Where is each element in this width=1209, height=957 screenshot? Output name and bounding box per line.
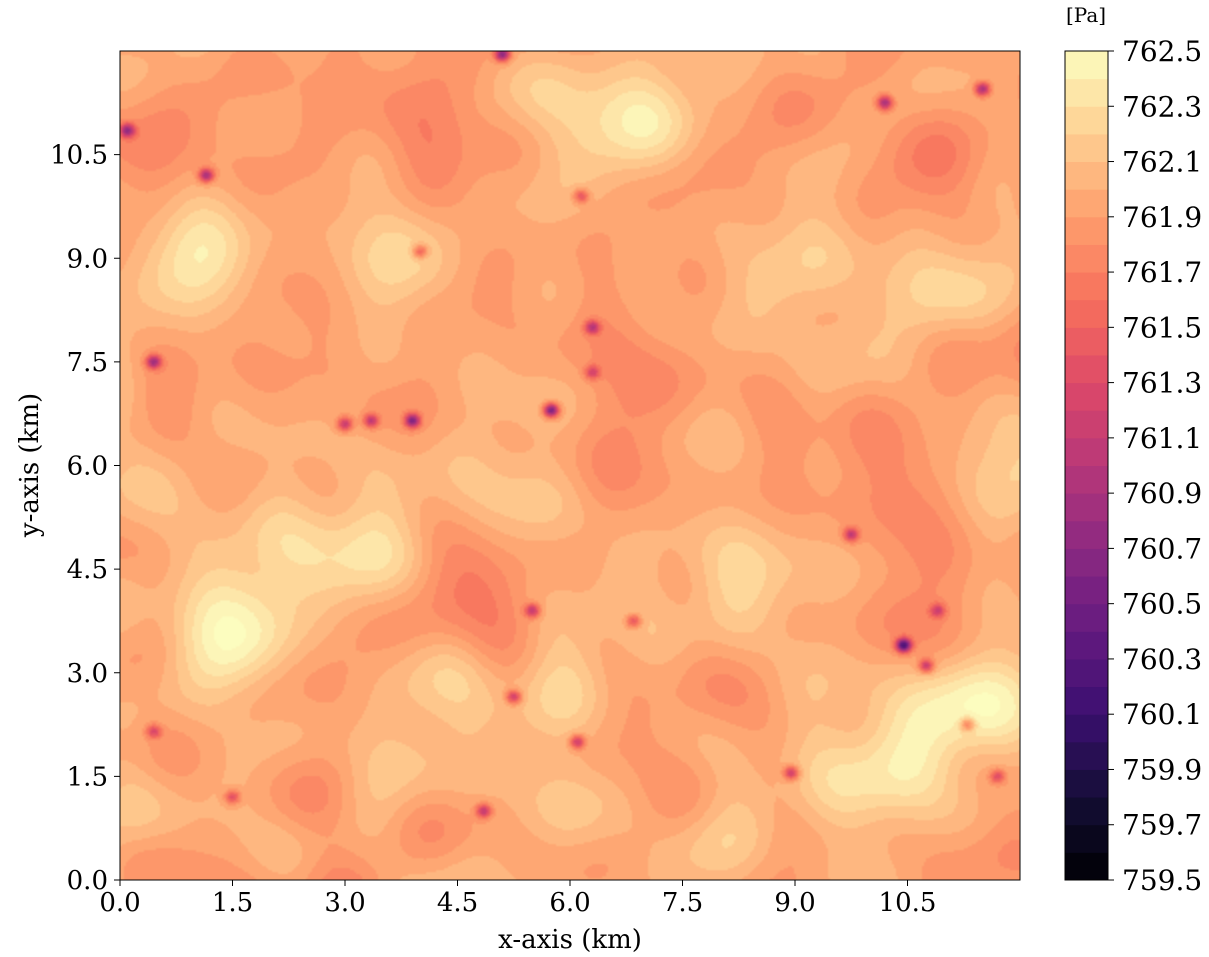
- y-tick-label: 1.5: [67, 762, 108, 792]
- colorbar-tick-label: 761.1: [1122, 422, 1202, 455]
- colorbar-level: [1065, 824, 1108, 853]
- colorbar-level: [1065, 133, 1108, 163]
- x-axis: 0.0 1.5 3.0 4.5 6.0 7.5 9.0 10.5: [99, 880, 936, 918]
- colorbar-tick-label: 761.3: [1122, 367, 1202, 400]
- colorbar-tick-label: 762.5: [1122, 35, 1202, 68]
- colorbar-level: [1065, 382, 1108, 411]
- y-tick-label: 3.0: [67, 659, 108, 689]
- colorbar-level: [1065, 189, 1108, 218]
- colorbar-tick-label: 760.9: [1122, 477, 1202, 510]
- colorbar-tick-label: 759.5: [1122, 864, 1202, 897]
- colorbar-level: [1065, 631, 1108, 660]
- x-tick-label: 4.5: [437, 888, 478, 918]
- colorbar-level: [1065, 714, 1108, 743]
- colorbar-level: [1065, 797, 1108, 826]
- colorbar-tick-label: 760.7: [1122, 532, 1202, 565]
- colorbar-tick-label: 760.3: [1122, 643, 1202, 676]
- y-tick-label: 7.5: [67, 348, 108, 378]
- colorbar-level: [1065, 51, 1108, 80]
- colorbar-level: [1065, 658, 1108, 688]
- y-axis: 0.0 1.5 3.0 4.5 6.0 7.5 9.0 10.5: [50, 141, 120, 896]
- colorbar-tick-label: 761.7: [1122, 256, 1202, 289]
- colorbar-level: [1065, 576, 1108, 605]
- colorbar-tick-label: 762.3: [1122, 90, 1202, 123]
- colorbar: [Pa] 762.5 762.3 762.1 761.9 761.7 761.5 761.3…: [1064, 3, 1202, 897]
- colorbar-tick-label: 762.1: [1122, 146, 1202, 179]
- colorbar-unit-label: [Pa]: [1066, 3, 1106, 27]
- colorbar-level: [1065, 520, 1108, 549]
- colorbar-tick-label: 759.7: [1122, 809, 1202, 842]
- y-tick-label: 0.0: [67, 866, 108, 896]
- colorbar-level: [1065, 272, 1108, 301]
- y-axis-label: y-axis (km): [15, 393, 45, 538]
- x-tick-label: 0.0: [99, 888, 140, 918]
- x-tick-label: 9.0: [774, 888, 815, 918]
- colorbar-tick-label: 760.5: [1122, 588, 1202, 621]
- colorbar-level: [1065, 354, 1108, 384]
- colorbar-level: [1065, 769, 1108, 798]
- y-tick-label: 10.5: [50, 141, 108, 171]
- x-tick-label: 10.5: [879, 888, 937, 918]
- colorbar-level: [1065, 244, 1108, 273]
- heatmap-field: [120, 51, 1020, 880]
- colorbar-level: [1065, 410, 1108, 439]
- colorbar-level: [1065, 161, 1108, 190]
- colorbar-level: [1065, 327, 1108, 356]
- colorbar-level: [1065, 216, 1108, 245]
- colorbar-level: [1065, 852, 1108, 881]
- colorbar-level: [1065, 106, 1108, 135]
- colorbar-level: [1065, 437, 1108, 466]
- y-tick-label: 4.5: [67, 555, 108, 585]
- colorbar-level: [1065, 299, 1108, 328]
- x-tick-label: 7.5: [662, 888, 703, 918]
- colorbar-level: [1065, 78, 1108, 107]
- colorbar-frame: [1064, 50, 1109, 881]
- colorbar-level: [1065, 741, 1108, 770]
- colorbar-level: [1065, 493, 1108, 522]
- x-axis-label: x-axis (km): [498, 925, 642, 953]
- y-tick-label: 9.0: [67, 244, 108, 274]
- colorbar-level: [1065, 603, 1108, 632]
- x-tick-label: 3.0: [324, 888, 365, 918]
- colorbar-tick-label: 759.9: [1122, 753, 1202, 786]
- x-tick-label: 6.0: [549, 888, 590, 918]
- colorbar-level: [1065, 465, 1108, 494]
- colorbar-level: [1065, 686, 1108, 715]
- colorbar-tick-label: 761.5: [1122, 311, 1202, 344]
- colorbar-tick-label: 760.1: [1122, 698, 1202, 731]
- x-tick-label: 1.5: [212, 888, 253, 918]
- plot-area: [119, 50, 1021, 881]
- colorbar-level: [1065, 548, 1108, 577]
- y-tick-label: 6.0: [67, 452, 108, 482]
- colorbar-tick-label: 761.9: [1122, 201, 1202, 234]
